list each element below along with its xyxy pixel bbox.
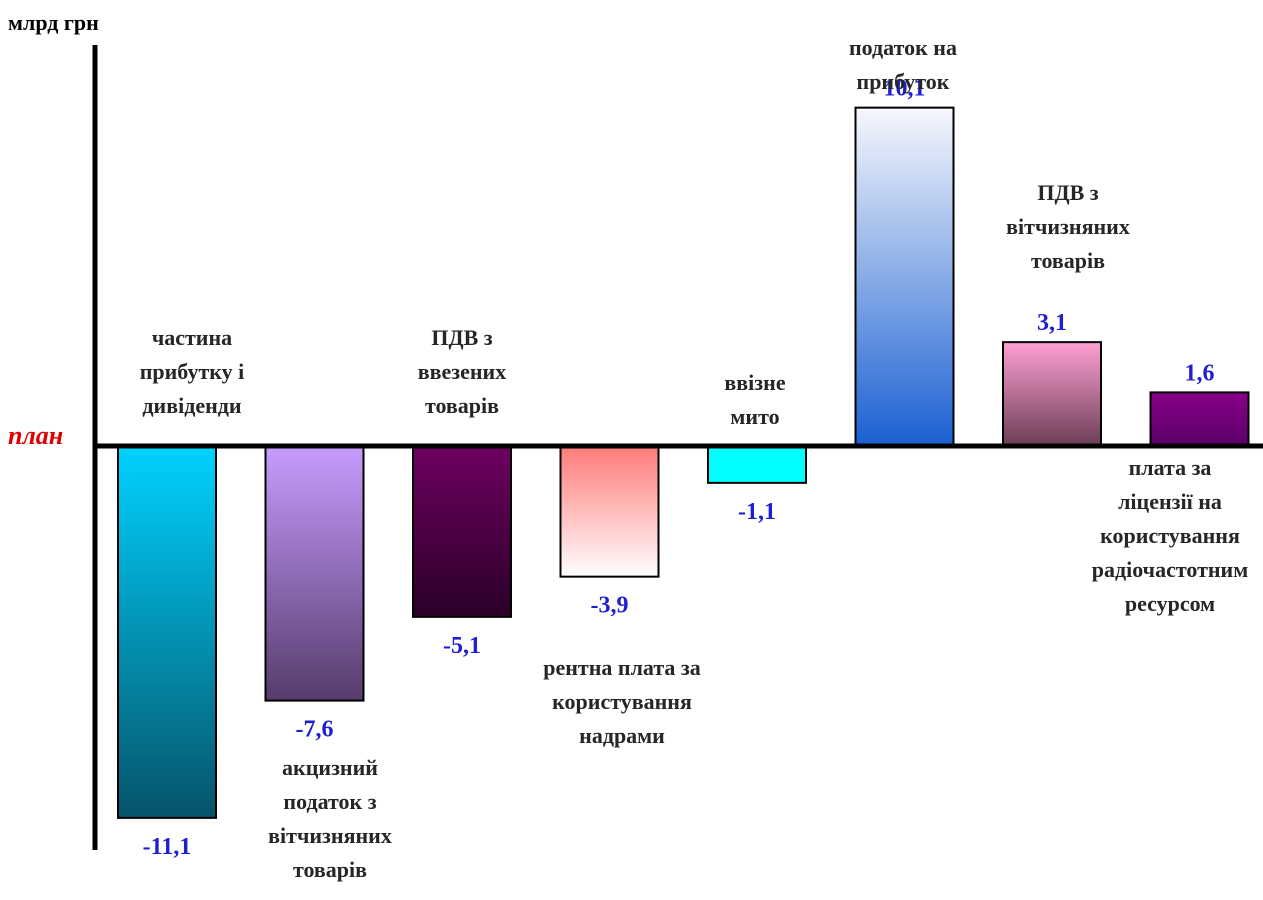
category-label-2: акцизний податок з вітчизняних товарів (268, 755, 392, 882)
data-label-7: 3,1 (1037, 310, 1067, 336)
category-label-line: ввізне (724, 370, 785, 395)
category-label-line: податок на (849, 35, 957, 60)
category-label-line: плата за (1129, 455, 1212, 480)
data-label-2: -7,6 (296, 717, 334, 743)
category-label-1: частина прибутку і дивіденди (140, 325, 245, 418)
category-label-line: ввезених (418, 359, 506, 384)
data-label-3: -5,1 (443, 633, 481, 659)
category-label-line: товарів (425, 393, 499, 418)
bar-7 (1002, 341, 1102, 447)
category-label-line: ресурсом (1125, 591, 1215, 616)
category-label-8: плата за ліцензії на користування радіочаст… (1092, 455, 1248, 616)
category-label-line: прибуток (857, 69, 950, 94)
data-label-6: 10,1 (884, 76, 926, 102)
category-label-line: користування (1100, 523, 1240, 548)
category-label-line: ПДВ з (431, 325, 492, 350)
category-label-line: ліцензії на (1118, 489, 1222, 514)
bar-5 (707, 445, 807, 484)
category-label-line: користування (552, 689, 692, 714)
category-label-line: вітчизняних (1006, 214, 1130, 239)
category-label-line: рентна плата за (543, 655, 701, 680)
category-label-4: рентна плата за користування надрами (543, 655, 701, 748)
category-label-line: надрами (579, 723, 665, 748)
bar-2 (264, 445, 365, 702)
category-label-5: ввізне мито (724, 370, 785, 429)
bar-4 (559, 445, 660, 578)
baseline-label: план (8, 421, 63, 450)
bar-8 (1149, 391, 1250, 447)
data-label-8: 1,6 (1185, 360, 1215, 386)
category-label-line: ПДВ з (1037, 180, 1098, 205)
category-label-line: товарів (1031, 248, 1105, 273)
data-label-1: -11,1 (143, 834, 192, 860)
category-label-line: частина (152, 325, 232, 350)
category-label-7: ПДВ з вітчизняних товарів (1006, 180, 1130, 273)
category-label-line: дивіденди (142, 393, 241, 418)
bar-1 (117, 445, 217, 819)
y-axis-unit-label: млрд грн (8, 10, 99, 35)
category-label-line: вітчизняних (268, 823, 392, 848)
category-label-3: ПДВ з ввезених товарів (418, 325, 506, 418)
data-label-5: -1,1 (738, 499, 776, 525)
category-label-line: податок з (283, 789, 376, 814)
category-label-6: податок на прибуток (849, 35, 957, 94)
bar-6 (854, 106, 955, 448)
category-label-line: акцизний (282, 755, 378, 780)
bar-3 (412, 445, 512, 618)
category-label-line: прибутку і (140, 359, 245, 384)
category-label-line: товарів (293, 857, 367, 882)
category-label-line: мито (730, 404, 779, 429)
category-label-line: радіочастотним (1092, 557, 1248, 582)
data-label-4: -3,9 (591, 593, 629, 619)
